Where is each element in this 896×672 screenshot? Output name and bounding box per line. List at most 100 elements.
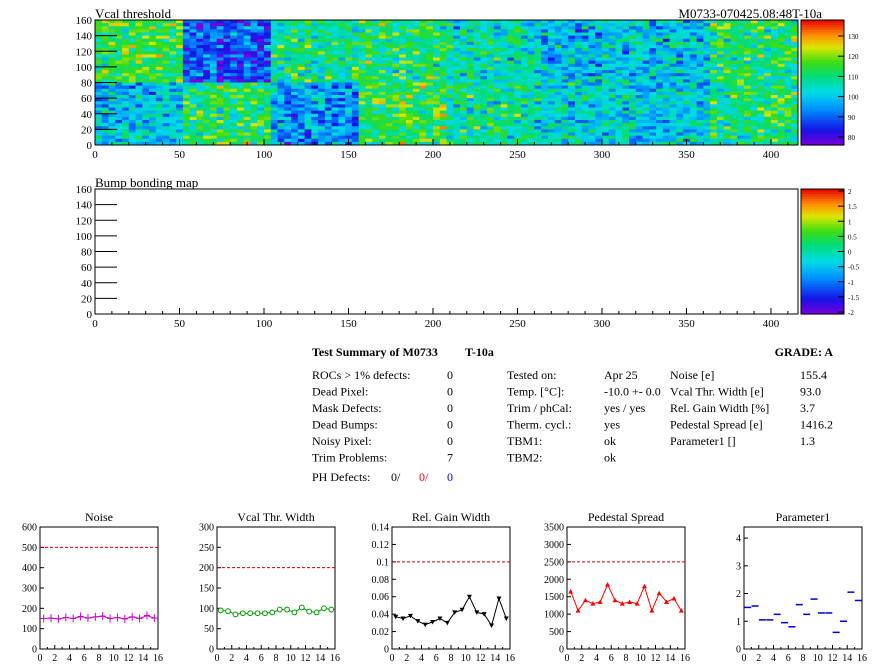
heatmap-cell (392, 26, 400, 30)
heatmap-cell (662, 88, 671, 93)
heatmap-cell (277, 138, 285, 143)
heatmap-cell (243, 104, 251, 109)
heatmap-cell (669, 41, 677, 46)
heatmap-cell (683, 107, 691, 112)
heatmap-cell (595, 95, 603, 99)
heatmap-cell (791, 141, 799, 146)
heatmap-cell (182, 101, 191, 105)
heatmap-cell (432, 82, 441, 87)
heatmap-cell (473, 104, 481, 109)
heatmap-cell (338, 135, 346, 140)
heatmap-cell (770, 135, 779, 140)
heatmap-cell (399, 73, 407, 77)
heatmap-cell (689, 113, 698, 118)
heatmap-cell (460, 110, 468, 115)
heatmap-cell (304, 138, 312, 143)
heatmap-cell (169, 20, 177, 24)
heatmap-cell (527, 113, 535, 118)
heatmap-cell (189, 66, 197, 71)
heatmap-cell (155, 120, 164, 124)
heatmap-cell (554, 88, 562, 93)
heatmap-cell (236, 26, 245, 30)
heatmap-cell (446, 107, 454, 112)
heatmap-cell (770, 116, 779, 121)
heatmap-cell (574, 63, 583, 68)
heatmap-cell (291, 129, 299, 134)
heatmap-cell (662, 82, 671, 87)
map-title: Vcal threshold (95, 6, 172, 21)
heatmap-cell (635, 73, 644, 77)
heatmap-cell (392, 45, 400, 49)
heatmap-cell (115, 29, 123, 34)
heatmap-cell (338, 20, 346, 24)
heatmap-cell (304, 76, 312, 80)
heatmap-cell (189, 60, 197, 65)
heatmap-cell (615, 60, 623, 65)
heatmap-cell (723, 91, 731, 96)
heatmap-cell (95, 85, 103, 90)
heatmap-cell (142, 32, 150, 37)
colorbar-bin (801, 67, 844, 71)
heatmap-cell (493, 113, 502, 118)
heatmap-cell (324, 107, 333, 112)
heatmap-cell (196, 79, 204, 84)
heatmap-cell (115, 138, 123, 143)
heatmap-cell (439, 120, 447, 124)
heatmap-cell (507, 26, 515, 30)
colorbar-bin (801, 289, 844, 293)
heatmap-cell (182, 57, 191, 62)
heatmap-cell (662, 138, 671, 143)
heatmap-cell (270, 63, 279, 68)
heatmap-cell (236, 73, 245, 77)
heatmap-cell (473, 91, 481, 96)
heatmap-cell (777, 101, 785, 105)
heatmap-cell (527, 38, 535, 43)
heatmap-cell (466, 113, 475, 118)
heatmap-cell (372, 82, 380, 87)
heatmap-cell (392, 66, 400, 71)
heatmap-cell (622, 54, 630, 59)
heatmap-cell (101, 51, 110, 55)
heatmap-cell (460, 141, 468, 146)
heatmap-cell (108, 132, 116, 137)
heatmap-cell (297, 91, 306, 96)
heatmap-cell (703, 129, 711, 134)
heatmap-cell (135, 26, 143, 30)
heatmap-cell (378, 107, 387, 112)
heatmap-cell (514, 95, 522, 99)
heatmap-cell (595, 113, 603, 118)
heatmap-cell (297, 32, 306, 37)
heatmap-cell (304, 120, 312, 124)
heatmap-cell (223, 38, 231, 43)
heatmap-cell (723, 98, 731, 102)
colorbar-bin (801, 219, 844, 223)
heatmap-cell (392, 141, 400, 146)
heatmap-cell (615, 135, 623, 140)
heatmap-cell (784, 54, 792, 59)
heatmap-cell (385, 113, 393, 118)
colorbar-bin (801, 22, 844, 26)
heatmap-cell (642, 123, 650, 127)
heatmap-cell (345, 126, 353, 130)
heatmap-cell (331, 107, 339, 112)
heatmap-cell (568, 91, 576, 96)
heatmap-cell (115, 101, 123, 105)
heatmap-cell (230, 26, 238, 30)
heatmap-cell (216, 95, 224, 99)
heatmap-cell (493, 88, 502, 93)
heatmap-cell (547, 51, 556, 55)
heatmap-cell (541, 104, 549, 109)
heatmap-cell (764, 141, 772, 146)
heatmap-cell (432, 113, 441, 118)
heatmap-cell (703, 57, 711, 62)
heatmap-cell (203, 41, 211, 46)
heatmap-cell (588, 120, 596, 124)
heatmap-cell (635, 29, 644, 34)
heatmap-cell (507, 113, 515, 118)
heatmap-cell (243, 88, 251, 93)
heatmap-cell (581, 41, 589, 46)
heatmap-cell (588, 60, 596, 65)
heatmap-cell (527, 129, 535, 134)
heatmap-cell (189, 141, 197, 146)
heatmap-cell (230, 41, 238, 46)
